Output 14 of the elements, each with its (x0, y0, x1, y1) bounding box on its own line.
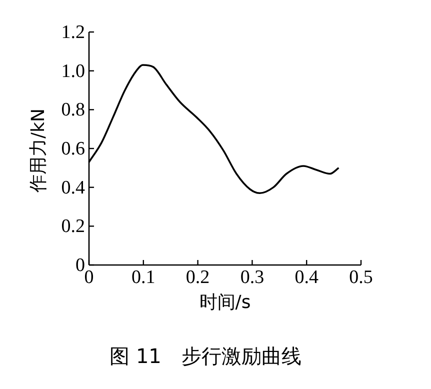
caption: 图 11 步行激励曲线 (110, 344, 302, 368)
x-tick-label: 0.5 (349, 267, 373, 288)
y-tick-label: 0.4 (61, 177, 86, 198)
y-tick-label: 0.2 (61, 216, 85, 238)
x-tick-label: 0.4 (294, 267, 319, 288)
y-tick-label: 1.0 (61, 60, 85, 82)
x-tick-label: 0.2 (186, 267, 210, 288)
x-axis-title: 时间/s (199, 292, 251, 313)
y-tick-label: 0.6 (61, 138, 85, 160)
y-tick-label: 0.8 (61, 100, 85, 121)
y-tick-label: 1.2 (61, 22, 85, 43)
x-tick-label: 0.3 (240, 267, 264, 288)
x-tick-label: 0.1 (132, 267, 156, 288)
y-axis-title: 作用力/kN (28, 108, 49, 194)
